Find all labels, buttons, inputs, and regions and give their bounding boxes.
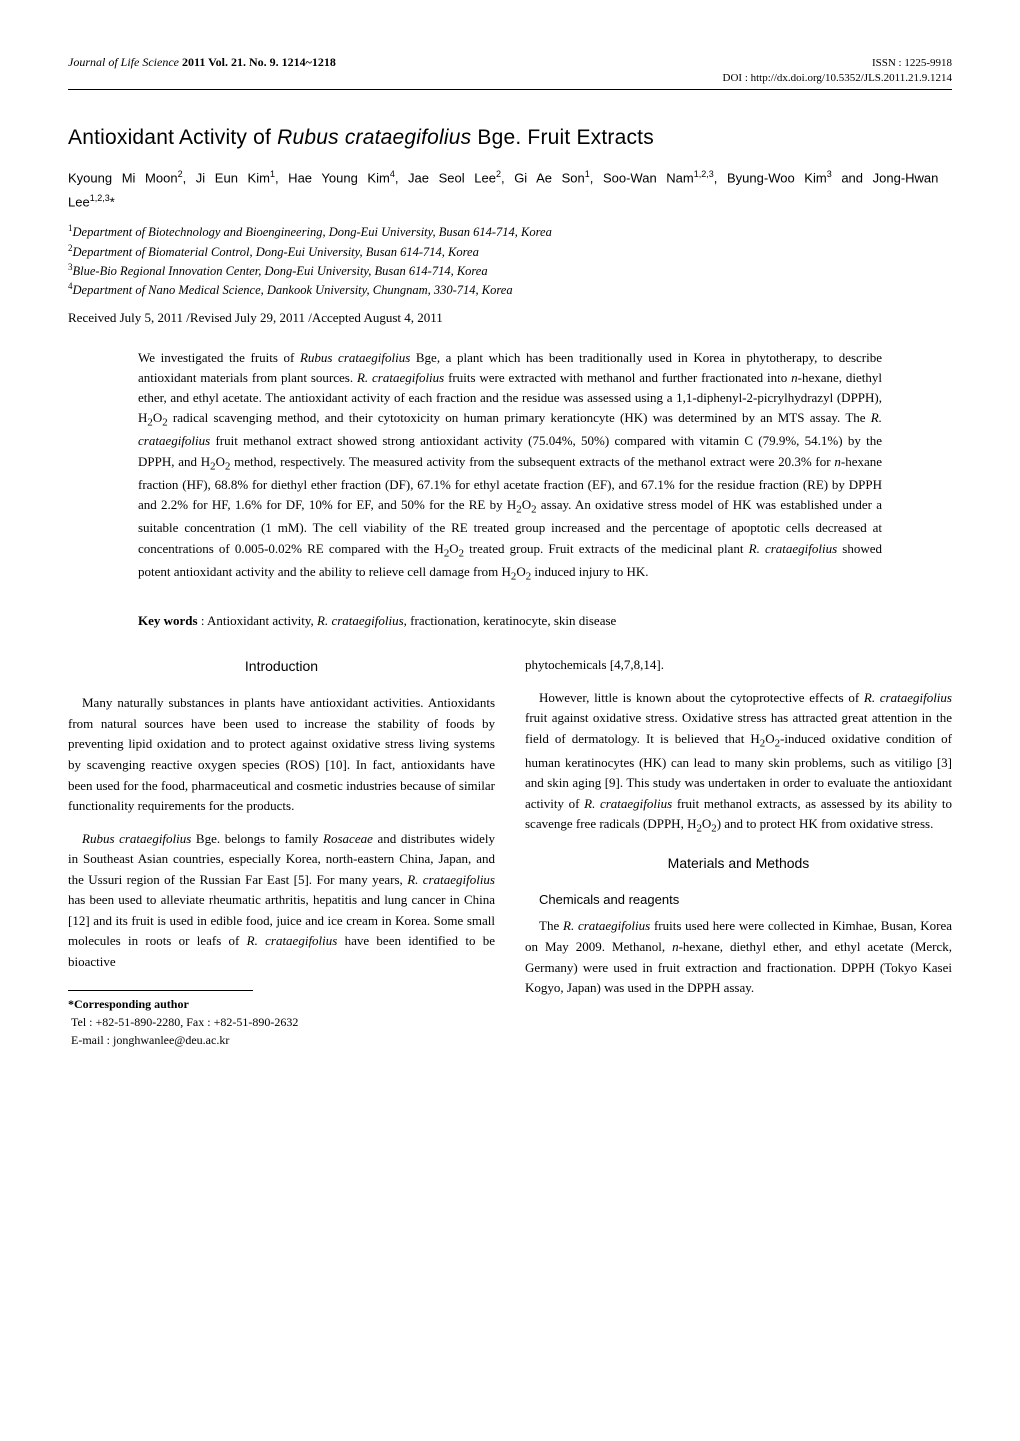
journal-ids: ISSN : 1225-9918 DOI : http://dx.doi.org…	[723, 56, 952, 86]
section-heading-introduction: Introduction	[68, 655, 495, 677]
affiliation-line: 2Department of Biomaterial Control, Dong…	[68, 242, 952, 261]
affiliation-line: 1Department of Biotechnology and Bioengi…	[68, 222, 952, 241]
methods-p1: The R. crataegifolius fruits used here w…	[525, 916, 952, 998]
left-column: Introduction Many naturally substances i…	[68, 655, 495, 1049]
abstract: We investigated the fruits of Rubus crat…	[138, 348, 882, 586]
subheading-chemicals: Chemicals and reagents	[525, 890, 952, 911]
corresponding-tel: Tel : +82-51-890-2280, Fax : +82-51-890-…	[71, 1015, 298, 1029]
intro-p3: However, little is known about the cytop…	[525, 688, 952, 838]
journal-name: Journal of Life Science	[68, 55, 179, 69]
title-species: Rubus crataegifolius	[277, 126, 471, 149]
affiliation-line: 4Department of Nano Medical Science, Dan…	[68, 280, 952, 299]
running-header: Journal of Life Science 2011 Vol. 21. No…	[68, 55, 952, 90]
section-heading-methods: Materials and Methods	[525, 852, 952, 874]
affiliation-line: 3Blue-Bio Regional Innovation Center, Do…	[68, 261, 952, 280]
keywords-text: Antioxidant activity, R. crataegifolius,…	[207, 613, 616, 628]
issn: ISSN : 1225-9918	[723, 56, 952, 71]
article-dates: Received July 5, 2011 /Revised July 29, …	[68, 310, 952, 326]
journal-year-vol: 2011 Vol. 21. No. 9. 1214~1218	[182, 55, 336, 69]
affiliations: 1Department of Biotechnology and Bioengi…	[68, 222, 952, 299]
corresponding-author-block: *Corresponding author Tel : +82-51-890-2…	[68, 995, 495, 1049]
intro-p2: Rubus crataegifolius Bge. belongs to fam…	[68, 829, 495, 973]
body-columns: Introduction Many naturally substances i…	[68, 655, 952, 1049]
article-title: Antioxidant Activity of Rubus crataegifo…	[68, 126, 952, 150]
title-suffix: Bge. Fruit Extracts	[471, 126, 654, 149]
right-column: phytochemicals [4,7,8,14]. However, litt…	[525, 655, 952, 1049]
intro-cont: phytochemicals [4,7,8,14].	[525, 655, 952, 676]
doi: DOI : http://dx.doi.org/10.5352/JLS.2011…	[723, 71, 952, 86]
title-prefix: Antioxidant Activity of	[68, 126, 277, 149]
corresponding-email: E-mail : jonghwanlee@deu.ac.kr	[71, 1033, 229, 1047]
journal-info: Journal of Life Science 2011 Vol. 21. No…	[68, 55, 336, 70]
intro-p1: Many naturally substances in plants have…	[68, 693, 495, 816]
corresponding-label: *Corresponding author	[68, 997, 189, 1011]
keywords-label: Key words	[138, 613, 198, 628]
keywords: Key words : Antioxidant activity, R. cra…	[138, 613, 882, 629]
corresponding-rule	[68, 990, 253, 991]
authors-list: Kyoung Mi Moon2, Ji Eun Kim1, Hae Young …	[68, 166, 952, 215]
